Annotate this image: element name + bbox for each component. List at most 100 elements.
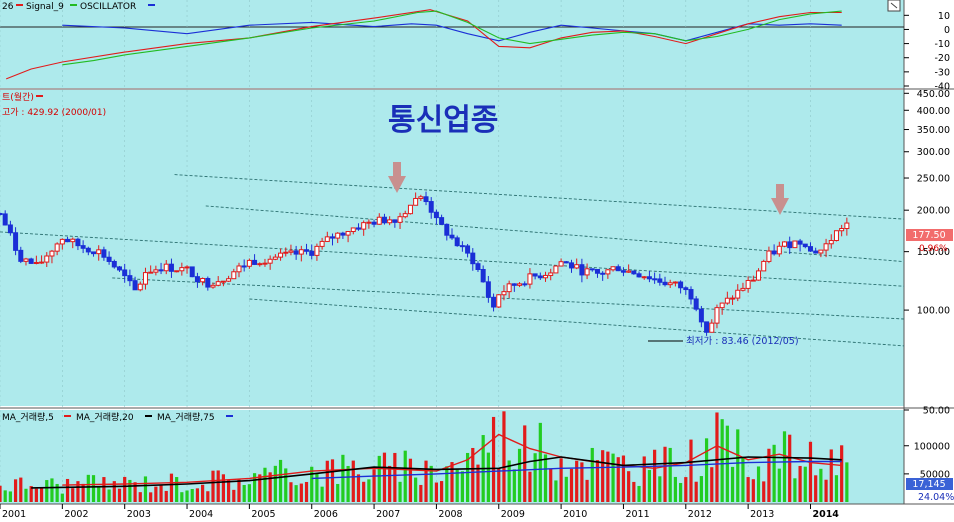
volume-bar bbox=[336, 483, 340, 502]
candle-body bbox=[80, 245, 86, 249]
candle-body bbox=[839, 228, 845, 232]
volume-bar bbox=[60, 493, 64, 502]
volume-bar bbox=[362, 481, 366, 502]
volume-bar bbox=[429, 465, 433, 502]
volume-bar bbox=[351, 460, 355, 502]
candle-body bbox=[262, 262, 268, 265]
chart-title: 통신업종 bbox=[388, 103, 498, 138]
candle-body bbox=[433, 211, 439, 219]
candle-body bbox=[543, 274, 549, 279]
year-tick-label: 2012 bbox=[688, 509, 712, 520]
candle-body bbox=[776, 245, 782, 255]
volume-bar bbox=[627, 471, 631, 502]
candle-body bbox=[485, 281, 491, 298]
volume-bar bbox=[606, 451, 610, 502]
year-tick-label: 2011 bbox=[625, 509, 649, 520]
candle-body bbox=[314, 245, 320, 256]
candle-body bbox=[480, 268, 486, 283]
volume-bar bbox=[824, 479, 828, 502]
volume-bar bbox=[512, 469, 516, 502]
candle-body bbox=[439, 217, 445, 225]
price-tick-label: 100.00 bbox=[917, 306, 950, 317]
price-tick-label: 400.00 bbox=[917, 106, 950, 117]
volume-bar bbox=[772, 444, 776, 502]
volume-bar bbox=[8, 491, 12, 502]
volume-bar bbox=[278, 459, 283, 502]
candle-body bbox=[376, 216, 382, 225]
candle-body bbox=[246, 259, 252, 267]
volume-bar bbox=[175, 477, 179, 502]
oscillator-tick-label: -30 bbox=[934, 67, 950, 78]
volume-ma-line-3 bbox=[311, 460, 842, 480]
candle-body bbox=[127, 275, 133, 282]
volume-bar bbox=[637, 485, 641, 502]
trendline-4 bbox=[112, 277, 905, 320]
candle-body bbox=[579, 264, 585, 276]
candle-body bbox=[70, 238, 76, 243]
candle-body bbox=[335, 232, 341, 239]
year-grid bbox=[0, 0, 811, 504]
year-tick-label: 2006 bbox=[314, 509, 338, 520]
volume-bar bbox=[762, 481, 766, 502]
volume-bar bbox=[206, 491, 210, 502]
oscillator-tick-label: -10 bbox=[934, 39, 950, 50]
candle-body bbox=[33, 261, 39, 264]
volume-bar bbox=[653, 449, 657, 502]
volume-bar bbox=[76, 481, 80, 502]
volume-bar bbox=[575, 460, 579, 502]
candle-body bbox=[122, 269, 128, 277]
candle-body bbox=[626, 270, 632, 273]
candle-body bbox=[683, 287, 689, 291]
volume-bar bbox=[434, 482, 439, 502]
candle-body bbox=[802, 243, 808, 248]
volume-bar bbox=[211, 470, 215, 502]
candle-body bbox=[818, 249, 824, 254]
candle-body bbox=[807, 246, 813, 252]
volume-bar bbox=[232, 489, 236, 502]
candle-body bbox=[563, 261, 569, 264]
volume-ma-line-2 bbox=[31, 456, 842, 489]
candle-body bbox=[693, 298, 699, 310]
volume-bars bbox=[0, 411, 849, 502]
candle-body bbox=[475, 263, 481, 270]
oscillator-legend-swatch bbox=[148, 4, 155, 6]
volume-bar bbox=[201, 484, 205, 502]
volume-bar bbox=[13, 479, 18, 502]
price-tick-label: 250.00 bbox=[917, 174, 950, 185]
volume-bar bbox=[668, 447, 672, 502]
volume-bar bbox=[403, 450, 407, 502]
candle-body bbox=[574, 264, 580, 269]
volume-bar bbox=[460, 471, 464, 502]
price-tick-label: 50.00 bbox=[923, 406, 950, 417]
last-price-box bbox=[906, 229, 953, 241]
volume-bar bbox=[304, 481, 309, 502]
oscillator-tick-label: 0 bbox=[944, 25, 950, 36]
candle-body bbox=[106, 256, 112, 262]
volume-bar bbox=[486, 452, 490, 502]
candle-body bbox=[293, 250, 299, 255]
candle-body bbox=[470, 252, 476, 265]
volume-bar bbox=[102, 477, 106, 502]
volume-bar bbox=[517, 448, 522, 502]
candles bbox=[0, 191, 850, 336]
volume-bar bbox=[169, 473, 174, 502]
volume-bar bbox=[398, 481, 402, 502]
volume-bar bbox=[808, 441, 813, 502]
volume-bar bbox=[663, 446, 667, 502]
candle-body bbox=[200, 277, 206, 283]
candle-body bbox=[584, 268, 590, 276]
volume-bar bbox=[621, 455, 626, 502]
candle-body bbox=[454, 237, 460, 247]
candle-body bbox=[142, 272, 148, 285]
candle-body bbox=[304, 249, 310, 252]
candle-body bbox=[532, 273, 538, 277]
volume-bar bbox=[699, 476, 703, 502]
volume-bar bbox=[689, 439, 693, 502]
candle-body bbox=[517, 283, 523, 286]
volume-bar bbox=[325, 460, 329, 502]
candle-body bbox=[662, 281, 668, 286]
volume-bar bbox=[138, 492, 142, 502]
volume-bar bbox=[730, 466, 735, 502]
signal-legend-swatch bbox=[16, 4, 23, 6]
volume-bar bbox=[315, 473, 319, 502]
